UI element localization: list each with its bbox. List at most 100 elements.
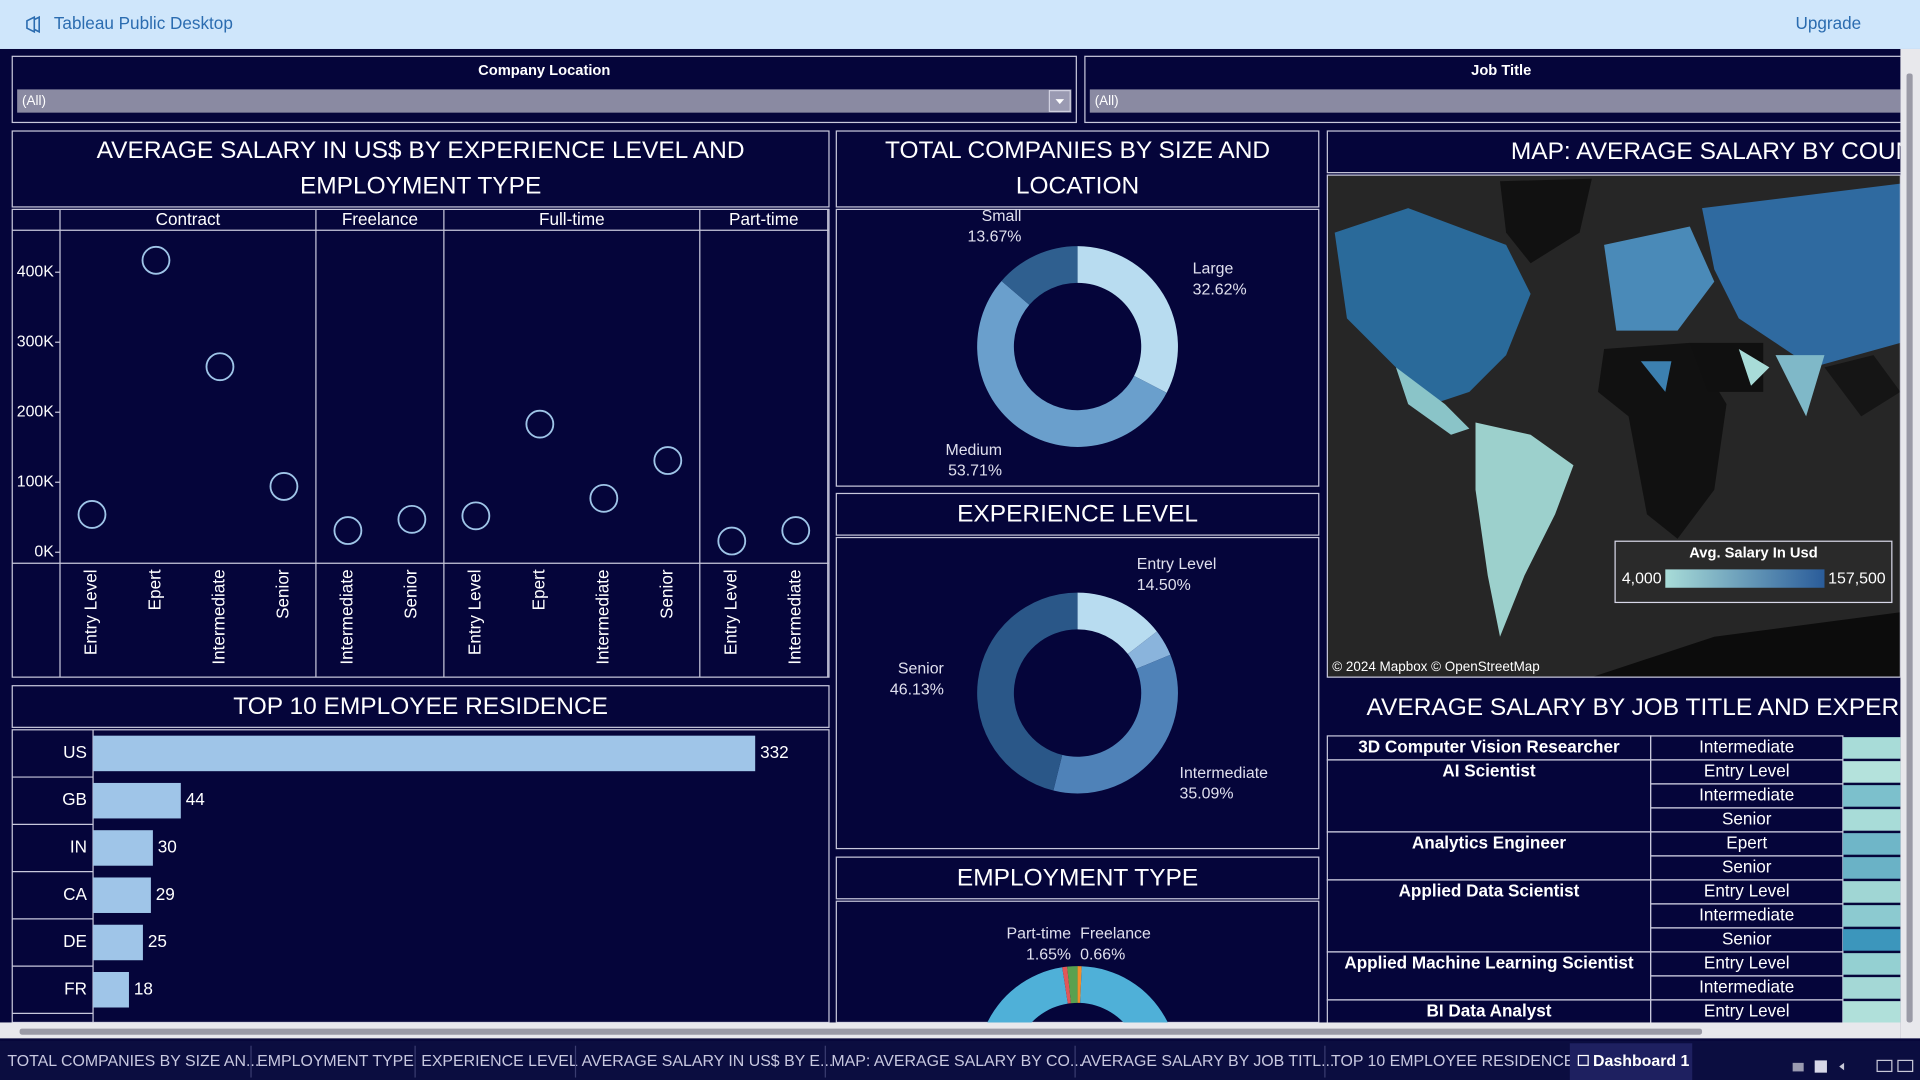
- tab[interactable]: EMPLOYMENT TYPE: [257, 1053, 414, 1070]
- level-label: Entry Level: [1704, 761, 1790, 781]
- donut-slice: [977, 592, 1078, 791]
- bar-label: 332: [760, 742, 789, 762]
- legend-ramp: [1665, 569, 1825, 588]
- slice-label: Intermediate: [1180, 765, 1269, 782]
- dashboard-body: Company Location (All) Job Title (All) AVERA…: [11, 55, 1920, 1023]
- filter-panel: [1084, 55, 1901, 124]
- heat-cell: [1842, 833, 1901, 855]
- y-tick-label: 300K: [17, 333, 55, 350]
- bar-label: 44: [186, 789, 206, 809]
- bar-label: 18: [134, 978, 153, 998]
- slice-label: Medium: [945, 442, 1002, 459]
- x-tick-label: Entry Level: [720, 569, 740, 655]
- land: [1824, 355, 1901, 417]
- chart-title-box: TOTAL COMPANIES BY SIZE AND LOCATION: [885, 137, 1270, 199]
- land: [1500, 178, 1592, 264]
- job-title: Applied Machine Learning Scientist: [1344, 953, 1634, 973]
- legend-box: [1614, 540, 1893, 604]
- tab[interactable]: EXPERIENCE LEVEL: [421, 1053, 578, 1070]
- tab[interactable]: TOTAL COMPANIES BY SIZE AN...: [7, 1053, 259, 1070]
- donut: [977, 246, 1178, 447]
- job-title: AI Scientist: [1442, 761, 1536, 781]
- panel-header: Freelance: [342, 209, 418, 229]
- slice-value: 13.67%: [968, 229, 1022, 246]
- tab[interactable]: AVERAGE SALARY IN US$ BY E...: [582, 1053, 834, 1070]
- heat-cell: [1842, 953, 1901, 975]
- panel-header: Full-time: [539, 209, 605, 229]
- tab[interactable]: TOP 10 EMPLOYEE RESIDENCE: [1331, 1053, 1574, 1070]
- tab-active[interactable]: [1569, 1043, 1693, 1080]
- y-tick-label: US: [63, 742, 87, 762]
- filter-label: Company Location: [478, 63, 610, 79]
- donut-slice: [1053, 654, 1178, 794]
- title-frame: [835, 856, 1320, 900]
- filter-dropdown[interactable]: [1089, 89, 1913, 113]
- land: [1395, 367, 1470, 435]
- heat-cell: [1842, 857, 1901, 879]
- legend-max: 157,500: [1828, 570, 1886, 587]
- dot: [205, 352, 235, 382]
- bar: [93, 782, 181, 819]
- donut: [987, 966, 1168, 1023]
- bar: [93, 972, 129, 1008]
- job-title: Applied Data Scientist: [1399, 881, 1580, 901]
- slice-label: Entry Level: [1137, 556, 1217, 573]
- land: [1640, 361, 1672, 392]
- filter-dropdown[interactable]: [17, 89, 1072, 113]
- filter-label: Job Title: [1471, 63, 1531, 79]
- map-attribution: © 2024 Mapbox © OpenStreetMap: [1332, 659, 1540, 674]
- chart-title-box: TOP 10 EMPLOYEE RESIDENCE: [233, 692, 608, 719]
- dot: [717, 526, 747, 556]
- heat-cell: [1842, 809, 1901, 831]
- chart-title-box: EMPLOYMENT TYPE: [957, 864, 1198, 891]
- h-scroll-thumb[interactable]: [19, 1028, 1703, 1035]
- bar: [93, 877, 151, 913]
- slice-value: 32.62%: [1193, 281, 1247, 298]
- icon[interactable]: [1814, 1060, 1827, 1073]
- title-frame: [1326, 130, 1901, 174]
- chart-title-box: AVERAGE SALARY BY JOB TITLE AND EXPERIEN…: [1366, 693, 1920, 721]
- x-tick-label: Senior: [400, 569, 420, 619]
- chart-title: EXPERIENCE LEVEL: [957, 500, 1199, 528]
- tab[interactable]: Dashboard 1: [1593, 1053, 1689, 1070]
- tab[interactable]: AVERAGE SALARY BY JOB TITL...: [1081, 1053, 1334, 1070]
- level-label: Epert: [1726, 833, 1767, 853]
- icon[interactable]: [1876, 1059, 1893, 1073]
- job-title: 3D Computer Vision Researcher: [1358, 737, 1620, 757]
- donut-slice: [987, 966, 1168, 1023]
- icon[interactable]: [1839, 1062, 1845, 1071]
- slice-label: Freelance: [1080, 926, 1151, 943]
- icon[interactable]: [1792, 1062, 1804, 1072]
- chart-title-box: MAP: AVERAGE SALARY BY COUNTRY: [1510, 137, 1920, 165]
- heat-cell: [1842, 1001, 1901, 1023]
- job-title: BI Data Analyst: [1426, 1001, 1551, 1021]
- donut-slice: [1077, 966, 1082, 1003]
- y-tick-label: 400K: [17, 263, 55, 280]
- bar-label: 29: [156, 884, 175, 904]
- filter-value: (All): [1095, 93, 1119, 108]
- land: [1597, 342, 1727, 539]
- upgrade-link[interactable]: Upgrade: [1796, 13, 1862, 33]
- donut-slice: [1067, 966, 1078, 1004]
- dropdown-arrow: [1055, 99, 1065, 105]
- chart-title: AVERAGE SALARY BY JOB TITLE AND EXPERIEN…: [1366, 693, 1920, 721]
- slice-value: 46.13%: [890, 681, 944, 698]
- job-title: Analytics Engineer: [1412, 833, 1567, 853]
- slice-value: 0.66%: [1080, 946, 1125, 963]
- tab[interactable]: MAP: AVERAGE SALARY BY CO...: [831, 1053, 1083, 1070]
- slice-value: 14.50%: [1137, 577, 1191, 594]
- x-tick-label: Intermediate: [592, 569, 612, 664]
- legend-title: Avg. Salary In Usd: [1689, 545, 1817, 561]
- v-scroll-thumb[interactable]: [1906, 73, 1913, 1023]
- dot: [653, 446, 683, 475]
- chart-frame: [835, 536, 1320, 850]
- chart-title: AVERAGE SALARY IN US$ BY EXPERIENCE LEVE…: [96, 137, 745, 200]
- icon[interactable]: [1897, 1059, 1914, 1073]
- chart-title: MAP: AVERAGE SALARY BY COUNTRY: [1510, 137, 1920, 165]
- title-frame: [11, 685, 830, 728]
- y-tick-label: IN: [70, 836, 87, 856]
- title-frame: [11, 130, 830, 208]
- title-frame: [835, 492, 1320, 536]
- x-tick-label: Intermediate: [784, 569, 804, 664]
